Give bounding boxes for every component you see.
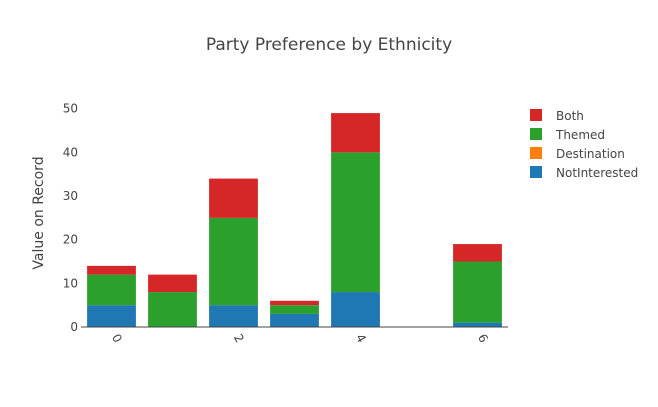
bar-both-6[interactable] [453,244,502,262]
bar-themed-3[interactable] [270,305,319,314]
x-tick-label: 0 [109,332,125,346]
bar-themed-4[interactable] [331,152,380,293]
legend-swatch [530,109,542,121]
y-axis-label: Value on Record [31,156,47,269]
y-tick-label: 0 [70,320,78,334]
y-tick-label: 10 [63,276,78,290]
x-tick-label: 2 [231,332,247,346]
legend: Both Themed Destination NotInterested [530,109,638,180]
bar-both-2[interactable] [209,178,258,218]
y-tick-label: 50 [63,102,78,116]
y-tick-label: 30 [63,189,78,203]
bar-notinterested-2[interactable] [209,305,258,327]
legend-item-both[interactable]: Both [530,109,584,123]
chart-title: Party Preference by Ethnicity [206,35,452,55]
legend-label: Themed [555,128,605,142]
bar-both-3[interactable] [270,300,319,306]
legend-swatch [530,128,542,140]
bar-notinterested-0[interactable] [87,305,136,327]
legend-item-notinterested[interactable]: NotInterested [530,166,638,180]
bar-notinterested-6[interactable] [453,322,502,327]
bar-themed-1[interactable] [148,292,197,327]
bar-themed-6[interactable] [453,261,502,323]
legend-swatch [530,147,542,159]
y-axis-ticks: 0 10 20 30 40 50 [63,102,78,334]
y-tick-label: 40 [63,145,78,159]
legend-label: Destination [556,147,625,161]
legend-label: NotInterested [556,166,638,180]
bar-themed-2[interactable] [209,217,258,306]
x-tick-label: 6 [475,332,491,346]
legend-item-destination[interactable]: Destination [530,147,625,161]
bar-both-0[interactable] [87,265,136,275]
bar-themed-0[interactable] [87,274,136,306]
y-tick-label: 20 [63,233,78,247]
bars-group [87,113,502,327]
legend-label: Both [556,109,584,123]
bar-both-1[interactable] [148,274,197,293]
bar-both-4[interactable] [331,113,380,153]
legend-swatch [530,166,542,178]
x-axis-ticks: 0 2 4 6 [109,332,491,346]
legend-item-themed[interactable]: Themed [530,128,605,142]
x-tick-label: 4 [353,332,369,346]
bar-notinterested-4[interactable] [331,292,380,327]
bar-notinterested-3[interactable] [270,313,319,327]
